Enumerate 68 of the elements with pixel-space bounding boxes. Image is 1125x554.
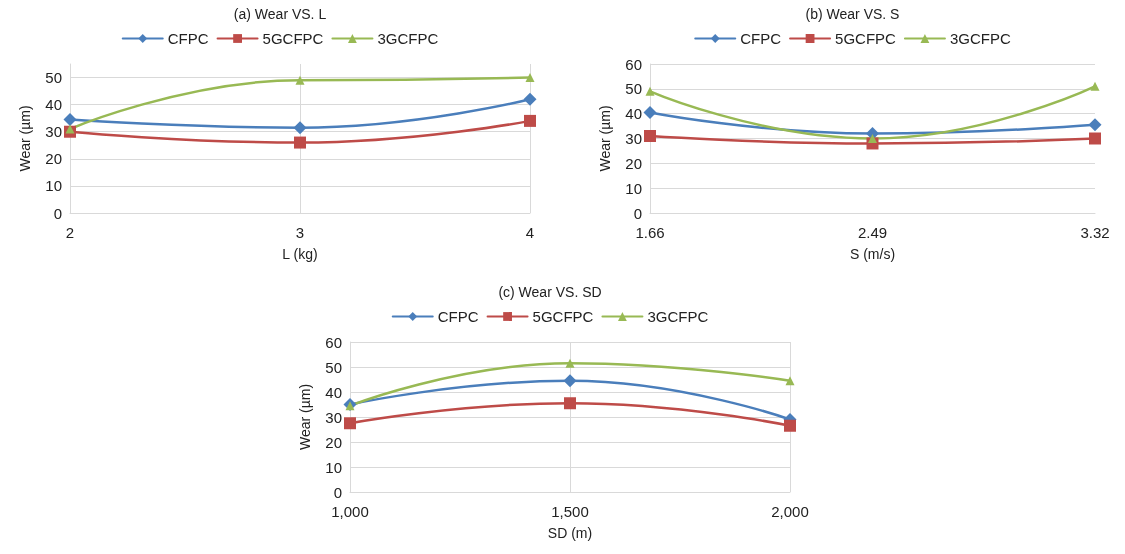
point: [565, 358, 575, 368]
y-axis-title: Wear (µm): [297, 383, 313, 451]
legend-label: 3GCFPC: [949, 30, 1011, 47]
y-tick-label: 40: [325, 383, 342, 401]
point: [645, 86, 655, 96]
y-tick-label: 50: [325, 358, 342, 376]
x-tick-label: 2,000: [771, 503, 809, 520]
legend-label: 5GCFPC: [262, 30, 324, 47]
y-tick-label: 10: [45, 177, 62, 195]
chart-title: (a) Wear VS. L: [233, 6, 327, 22]
y-tick-label: 50: [45, 69, 62, 87]
x-tick-label: 3.32: [1080, 224, 1110, 241]
legend-label: CFPC: [167, 30, 209, 47]
y-tick-label: 50: [625, 80, 642, 98]
x-tick-label: 1,000: [331, 503, 369, 520]
x-tick-label: 4: [525, 224, 535, 241]
y-tick-label: 10: [625, 179, 642, 197]
x-tick-label: 1,500: [551, 503, 589, 520]
x-tick-label: 3: [295, 224, 305, 241]
x-tick-label: 2.49: [857, 224, 888, 241]
point: [295, 75, 305, 85]
point: [784, 419, 796, 432]
point: [293, 121, 307, 135]
y-tick-label: 20: [45, 150, 62, 168]
legend-label: 5GCFPC: [835, 30, 897, 47]
point: [1088, 118, 1102, 132]
y-tick-label: 20: [625, 154, 642, 172]
point: [63, 113, 77, 127]
legend-label: 5GCFPC: [532, 308, 594, 325]
y-axis-title: Wear (µm): [597, 105, 613, 172]
legend-label: CFPC: [437, 308, 479, 325]
y-tick-label: 30: [325, 408, 342, 426]
x-axis-title: SD (m): [547, 525, 593, 541]
point: [563, 374, 577, 388]
y-tick-label: 60: [625, 55, 642, 73]
point: [524, 114, 536, 127]
x-axis-title: L (kg): [282, 246, 318, 262]
point: [564, 397, 576, 410]
legend-label: 3GCFPC: [647, 308, 709, 325]
point: [643, 105, 657, 119]
y-tick-label: 40: [45, 96, 62, 114]
y-tick-label: 0: [333, 483, 342, 501]
y-tick-label: 40: [625, 105, 642, 123]
y-tick-label: 20: [325, 433, 342, 451]
x-axis-title: S (m/s): [849, 246, 896, 262]
chart-title: (b) Wear VS. S: [805, 6, 900, 22]
point: [344, 417, 356, 430]
point: [1090, 81, 1100, 91]
y-tick-label: 10: [325, 458, 342, 476]
point: [1089, 132, 1101, 145]
y-tick-label: 0: [633, 204, 642, 222]
chart-title: (c) Wear VS. SD: [498, 284, 602, 300]
y-tick-label: 0: [53, 204, 62, 222]
point: [523, 92, 537, 106]
y-tick-label: 30: [625, 130, 642, 147]
point: [785, 376, 795, 386]
legend-label: 3GCFPC: [377, 30, 439, 47]
x-tick-label: 2: [65, 224, 75, 241]
point: [644, 130, 656, 143]
point: [525, 73, 535, 83]
y-tick-label: 60: [325, 333, 342, 351]
point: [294, 136, 306, 149]
point: [65, 124, 75, 134]
x-tick-label: 1.66: [635, 224, 665, 241]
point: [868, 134, 877, 143]
legend-label: CFPC: [740, 30, 782, 47]
y-axis-title: Wear (µm): [17, 105, 33, 172]
y-tick-label: 30: [45, 123, 62, 141]
